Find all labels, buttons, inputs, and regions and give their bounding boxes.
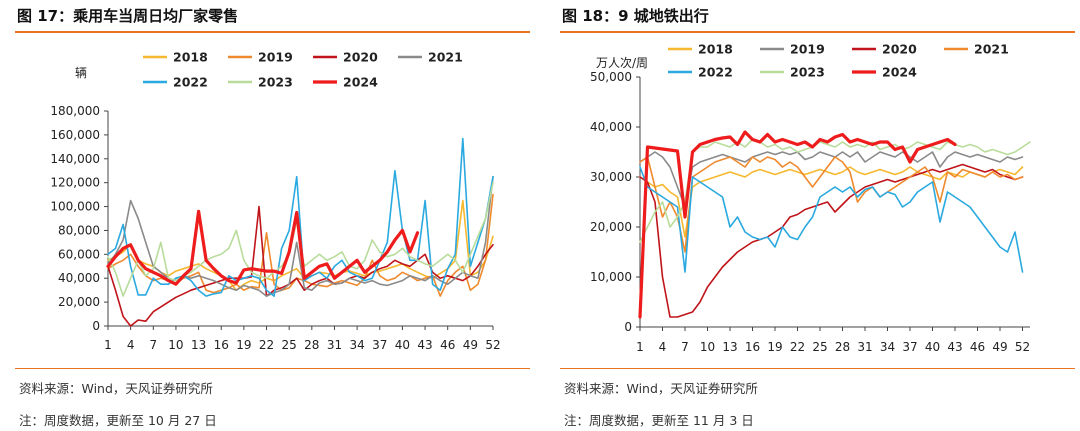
x-tick-label: 28 bbox=[835, 340, 850, 354]
x-tick-label: 16 bbox=[214, 338, 229, 352]
y-tick-label: 40,000 bbox=[590, 120, 632, 134]
x-tick-label: 19 bbox=[767, 340, 782, 354]
x-tick-label: 43 bbox=[947, 340, 962, 354]
x-tick-label: 52 bbox=[1015, 340, 1030, 354]
x-tick-label: 46 bbox=[440, 338, 455, 352]
x-tick-label: 19 bbox=[236, 338, 251, 352]
y-tick-label: 20,000 bbox=[58, 295, 100, 309]
series-line-2020 bbox=[639, 163, 1024, 318]
y-tick-label: 60,000 bbox=[58, 247, 100, 261]
x-tick-label: 40 bbox=[925, 340, 940, 354]
y-tick-label: 0 bbox=[624, 320, 632, 334]
y-axis-unit-label: 辆 bbox=[75, 66, 87, 80]
series-line-2021 bbox=[639, 156, 1024, 253]
source-rule bbox=[15, 368, 530, 369]
x-tick-label: 43 bbox=[417, 338, 432, 352]
x-tick-label: 37 bbox=[372, 338, 387, 352]
x-tick-label: 10 bbox=[700, 340, 715, 354]
x-tick-label: 7 bbox=[149, 338, 157, 352]
y-tick-label: 120,000 bbox=[50, 176, 100, 190]
y-tick-label: 20,000 bbox=[590, 220, 632, 234]
legend-label-2023: 2023 bbox=[790, 65, 825, 80]
chart-panel-passenger-car: 图 17：乘用车当周日均厂家零售 辆 0 20,000 40,000 60,000 80,… bbox=[15, 0, 535, 431]
series-line-2018 bbox=[639, 166, 1024, 238]
y-tick-label: 160,000 bbox=[50, 128, 100, 142]
chart-plot-passenger-car: 辆 0 20,000 40,000 60,000 80,000 100,000 120,000… bbox=[50, 50, 500, 353]
legend-label-2021: 2021 bbox=[428, 50, 463, 65]
x-tick-label: 4 bbox=[127, 338, 135, 352]
y-tick-label: 30,000 bbox=[590, 170, 632, 184]
x-tick-label: 37 bbox=[902, 340, 917, 354]
x-tick-label: 34 bbox=[349, 338, 364, 352]
source-note: 资料来源：Wind，天风证券研究所 bbox=[564, 381, 758, 396]
y-axis-unit-label: 万人次/周 bbox=[596, 56, 648, 70]
x-tick-label: 46 bbox=[970, 340, 985, 354]
x-tick-label: 52 bbox=[485, 338, 500, 352]
legend-label-2021: 2021 bbox=[974, 42, 1009, 57]
legend-label-2024: 2024 bbox=[343, 75, 378, 90]
y-tick-label: 0 bbox=[92, 319, 100, 333]
chart-panel-subway: 图 18：9 城地铁出行 万人次/周 0 10,000 20,000 30,000 40,… bbox=[560, 0, 1080, 431]
y-tick-label: 180,000 bbox=[50, 104, 100, 118]
title-rule bbox=[560, 31, 1075, 33]
y-tick-label: 40,000 bbox=[58, 271, 100, 285]
x-tick-label: 31 bbox=[857, 340, 872, 354]
legend-label-2020: 2020 bbox=[882, 42, 917, 57]
chart-title: 图 18：9 城地铁出行 bbox=[562, 7, 709, 25]
y-tick-label: 50,000 bbox=[590, 70, 632, 84]
update-note: 注：周度数据，更新至 10 月 27 日 bbox=[19, 413, 217, 428]
y-tick-label: 140,000 bbox=[50, 152, 100, 166]
legend-label-2023: 2023 bbox=[258, 75, 293, 90]
x-tick-label: 49 bbox=[463, 338, 478, 352]
x-tick-label: 13 bbox=[191, 338, 206, 352]
x-tick-label: 10 bbox=[168, 338, 183, 352]
chart-title: 图 17：乘用车当周日均厂家零售 bbox=[17, 7, 239, 25]
series-line-2024 bbox=[106, 209, 420, 286]
x-tick-label: 4 bbox=[659, 340, 667, 354]
x-tick-label: 1 bbox=[636, 340, 644, 354]
source-rule bbox=[560, 368, 1075, 369]
x-tick-label: 25 bbox=[812, 340, 827, 354]
y-tick-label: 80,000 bbox=[58, 223, 100, 237]
legend-label-2019: 2019 bbox=[258, 50, 293, 65]
x-tick-label: 25 bbox=[282, 338, 297, 352]
legend-label-2020: 2020 bbox=[343, 50, 378, 65]
x-tick-label: 31 bbox=[327, 338, 342, 352]
x-tick-label: 49 bbox=[992, 340, 1007, 354]
legend-label-2019: 2019 bbox=[790, 42, 825, 57]
series-line-2022 bbox=[639, 166, 1024, 273]
series-line-2024 bbox=[638, 130, 957, 319]
x-tick-label: 1 bbox=[104, 338, 112, 352]
x-tick-label: 7 bbox=[681, 340, 689, 354]
x-tick-label: 40 bbox=[395, 338, 410, 352]
update-note: 注：周度数据，更新至 11 月 3 日 bbox=[564, 413, 754, 428]
legend-label-2018: 2018 bbox=[698, 42, 733, 57]
title-rule bbox=[15, 31, 530, 33]
x-tick-label: 34 bbox=[880, 340, 895, 354]
legend-label-2018: 2018 bbox=[173, 50, 208, 65]
x-tick-label: 22 bbox=[259, 338, 274, 352]
y-tick-label: 100,000 bbox=[50, 200, 100, 214]
series-line-2020 bbox=[107, 205, 494, 327]
legend-label-2022: 2022 bbox=[173, 75, 208, 90]
series-line-2019 bbox=[639, 151, 1024, 208]
legend-label-2024: 2024 bbox=[882, 65, 917, 80]
legend-label-2022: 2022 bbox=[698, 65, 733, 80]
series-line-2023 bbox=[639, 138, 1031, 243]
x-tick-label: 13 bbox=[722, 340, 737, 354]
x-tick-label: 28 bbox=[304, 338, 319, 352]
x-tick-label: 22 bbox=[790, 340, 805, 354]
y-tick-label: 10,000 bbox=[590, 270, 632, 284]
source-note: 资料来源：Wind，天风证券研究所 bbox=[19, 381, 213, 396]
x-tick-label: 16 bbox=[745, 340, 760, 354]
